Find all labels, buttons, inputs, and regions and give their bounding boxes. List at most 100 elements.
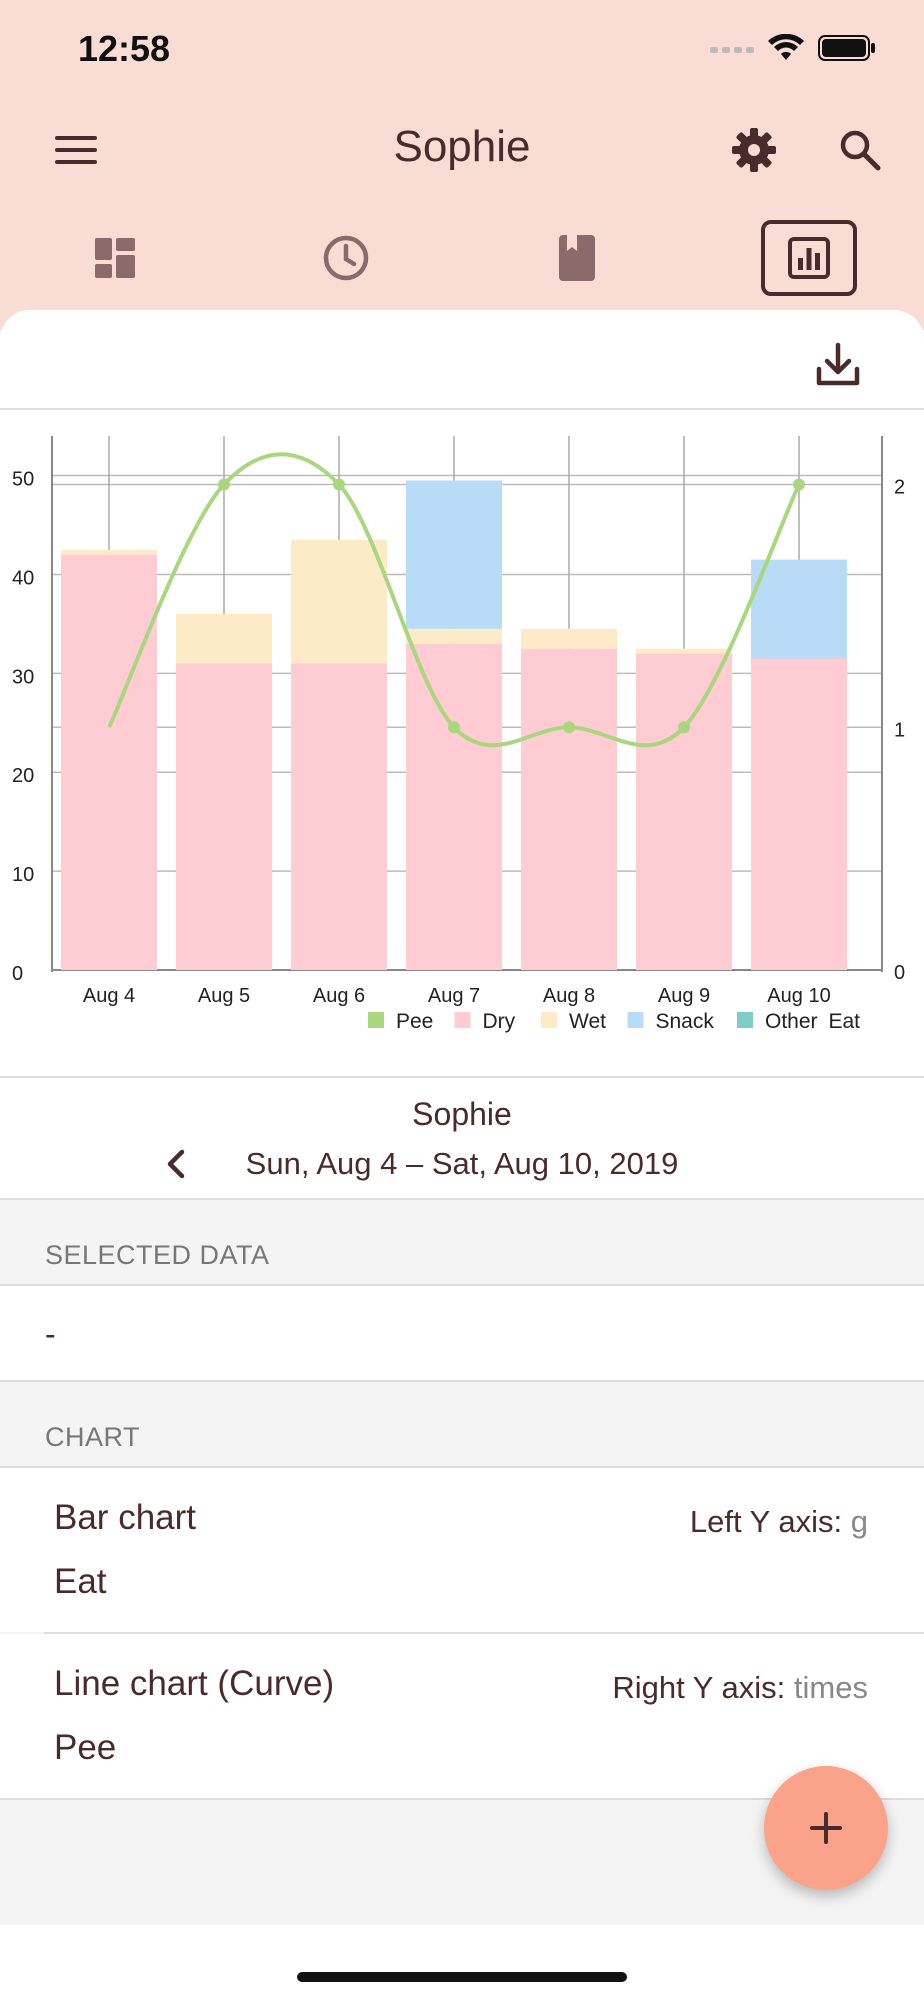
previous-week-button[interactable] — [156, 1144, 196, 1184]
bar-dry — [751, 658, 847, 970]
bar-chart-config-row[interactable]: Bar chart Eat Left Y axis: g — [0, 1468, 924, 1632]
left-tick-label: 40 — [12, 567, 34, 589]
legend-swatch-wet — [541, 1012, 557, 1028]
selected-data-row: - — [0, 1286, 924, 1382]
dashboard-icon — [95, 238, 135, 278]
menu-icon — [55, 136, 97, 164]
line-chart-title: Line chart (Curve) — [54, 1664, 335, 1703]
section-label: SELECTED DATA — [45, 1240, 270, 1270]
selected-data-value: - — [45, 1316, 56, 1352]
legend-label-snack: Snack — [656, 1010, 715, 1033]
bar-chart-subtitle: Eat — [54, 1562, 107, 1601]
x-tick-label: Aug 8 — [543, 985, 595, 1007]
legend-swatch-dry — [454, 1012, 471, 1028]
bar-dry — [61, 554, 157, 970]
bar-wet — [176, 614, 272, 664]
add-button[interactable] — [764, 1766, 888, 1890]
bar-wet — [521, 628, 617, 649]
left-axis-unit: g — [850, 1504, 868, 1539]
left-tick-label: 0 — [12, 963, 23, 985]
bar-snack — [406, 480, 502, 629]
legend-suffix: Eat — [828, 1010, 860, 1033]
section-label: CHART — [45, 1422, 141, 1452]
nav-profile-name: Sophie — [412, 1096, 512, 1132]
bar-chart-icon — [788, 237, 830, 279]
download-button[interactable] — [810, 336, 866, 392]
legend-swatch-snack — [627, 1012, 644, 1028]
right-tick-label: 0 — [894, 962, 905, 984]
battery-icon — [818, 35, 875, 61]
bar-dry — [521, 648, 617, 970]
bar-wet — [636, 648, 732, 654]
left-tick-label: 30 — [12, 666, 34, 688]
line-chart-config-row[interactable]: Line chart (Curve) Pee Right Y axis: tim… — [0, 1634, 924, 1798]
tab-charts[interactable] — [761, 220, 857, 296]
x-tick-label: Aug 7 — [428, 985, 480, 1007]
point-pee — [793, 478, 805, 491]
search-button[interactable] — [834, 124, 886, 176]
divider — [44, 1632, 924, 1634]
x-tick-label: Aug 6 — [313, 985, 365, 1007]
x-tick-label: Aug 10 — [767, 985, 830, 1007]
combined-chart[interactable]: 0 10 20 30 40 50 0 1 2 Aug 4 Aug 5 Aug 6 Aug 7 Aug 8 A… — [0, 410, 924, 1078]
point-pee — [333, 478, 345, 491]
x-tick-label: Aug 5 — [198, 985, 250, 1007]
clock-icon — [323, 235, 369, 281]
tab-history[interactable] — [298, 220, 394, 296]
right-tick-label: 2 — [894, 477, 905, 499]
legend-label-dry: Dry — [483, 1010, 516, 1033]
home-indicator — [297, 1972, 627, 1982]
book-icon — [559, 235, 595, 281]
point-pee — [448, 721, 460, 734]
x-tick-label: Aug 4 — [83, 985, 135, 1007]
tab-dashboard[interactable] — [67, 220, 163, 296]
right-axis-setting: Right Y axis: times — [612, 1670, 868, 1706]
point-pee — [678, 721, 690, 734]
legend-label-wet: Wet — [569, 1010, 606, 1033]
bar-dry — [636, 653, 732, 970]
download-icon — [816, 342, 860, 386]
right-tick-label: 1 — [894, 719, 905, 741]
bar-chart-title: Bar chart — [54, 1498, 196, 1537]
date-range[interactable]: Sun, Aug 4 – Sat, Aug 10, 2019 — [245, 1146, 679, 1181]
left-axis-setting: Left Y axis: g — [690, 1504, 868, 1540]
bar-wet — [291, 539, 387, 664]
menu-button[interactable] — [50, 128, 102, 172]
status-time: 12:58 — [78, 28, 171, 69]
left-tick-label: 20 — [12, 765, 34, 787]
line-chart-subtitle: Pee — [54, 1728, 117, 1767]
bar-dry — [406, 643, 502, 970]
content-sheet: 0 10 20 30 40 50 0 1 2 Aug 4 Aug 5 Aug 6 Aug 7 Aug 8 A… — [0, 310, 924, 1925]
bar-snack — [751, 559, 847, 659]
settings-button[interactable] — [728, 124, 780, 176]
right-axis-label: Right Y axis: — [612, 1670, 786, 1705]
date-navigator: Sophie Sun, Aug 4 – Sat, Aug 10, 2019 — [0, 1078, 924, 1200]
right-axis-unit: times — [793, 1670, 868, 1705]
divider — [0, 1798, 924, 1800]
bar-wet — [406, 628, 502, 644]
point-pee — [218, 478, 230, 491]
x-tick-label: Aug 9 — [658, 985, 710, 1007]
search-icon — [840, 130, 881, 171]
bar-wet — [61, 549, 157, 555]
legend-swatch-pee — [368, 1012, 384, 1028]
left-tick-label: 10 — [12, 864, 34, 886]
chart-area: 0 10 20 30 40 50 0 1 2 Aug 4 Aug 5 Aug 6 Aug 7 Aug 8 A… — [0, 410, 924, 1078]
chevron-left-icon — [167, 1149, 185, 1179]
line-pee — [107, 452, 801, 748]
tab-journal[interactable] — [529, 220, 625, 296]
legend-label-pee: Pee — [396, 1010, 433, 1033]
chart-toolbar — [0, 310, 924, 410]
bar-dry — [291, 663, 387, 970]
point-pee — [563, 721, 575, 734]
status-icons — [710, 34, 876, 62]
bar-dry — [176, 663, 272, 970]
wifi-icon — [768, 34, 804, 60]
gear-icon — [732, 128, 776, 172]
legend-label-other: Other — [765, 1010, 818, 1033]
section-selected-data: SELECTED DATA — [0, 1200, 924, 1286]
plus-icon — [810, 1812, 842, 1844]
page-title: Sophie — [393, 122, 531, 171]
signal-icon — [710, 47, 754, 53]
legend-swatch-other — [737, 1012, 753, 1028]
